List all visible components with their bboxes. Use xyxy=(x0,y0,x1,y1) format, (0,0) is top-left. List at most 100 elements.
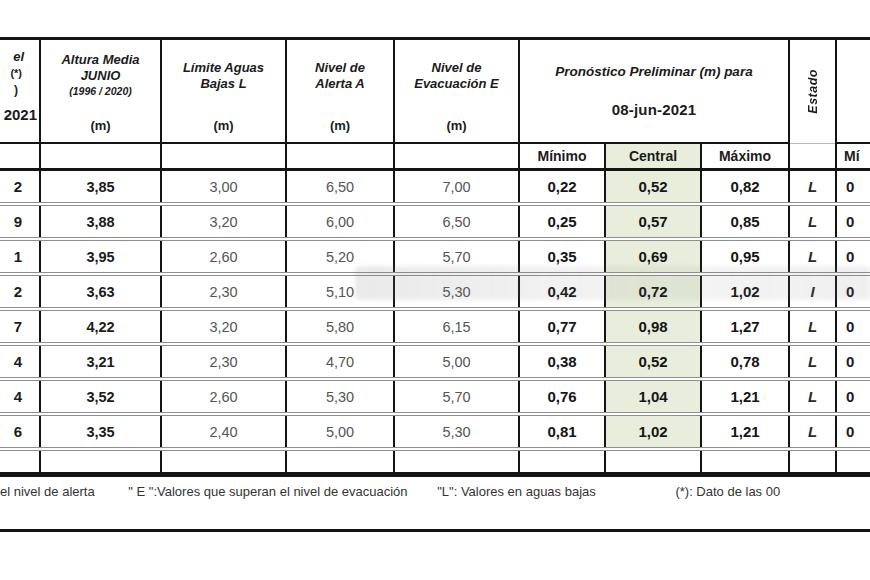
cell-evacuacion: 5,00 xyxy=(394,344,519,379)
cell-minimo: 0,25 xyxy=(519,204,605,239)
footnotes: el nivel de alerta " E ":Valores que sup… xyxy=(0,484,870,499)
cell-nivel: 4 xyxy=(0,379,40,414)
unit-label: (m) xyxy=(90,118,110,133)
table-row: 4 3,21 2,30 4,70 5,00 0,38 0,52 0,78 L 0 xyxy=(0,344,870,379)
cell-estado: L xyxy=(789,239,836,274)
cell-minimo: 0,42 xyxy=(519,274,605,309)
cell-minimo: 0,35 xyxy=(519,239,605,274)
footnote-dato: (*): Dato de las 00 xyxy=(675,484,780,499)
cell-limite: 3,20 xyxy=(161,204,286,239)
table-row: 1 3,95 2,60 5,20 5,70 0,35 0,69 0,95 L 0 xyxy=(0,239,870,274)
cell-evacuacion: 6,15 xyxy=(394,309,519,344)
cell-alerta: 6,00 xyxy=(286,204,394,239)
cell-minimo: 0,22 xyxy=(519,170,605,205)
cell-estado: L xyxy=(789,344,836,379)
subheader-minimo: Mínimo xyxy=(519,143,605,170)
table-row: 9 3,88 3,20 6,00 6,50 0,25 0,57 0,85 L 0 xyxy=(0,204,870,239)
cell-right-cut: 0 xyxy=(836,309,870,344)
subheader-central: Central xyxy=(605,143,701,170)
subheader-row: Mínimo Central Máximo Mí xyxy=(0,143,870,170)
cell-estado: I xyxy=(789,274,836,309)
footer-rule-top xyxy=(0,472,870,475)
cell-estado: L xyxy=(789,309,836,344)
cell-maximo: 1,21 xyxy=(701,379,789,414)
cell-estado: L xyxy=(789,414,836,449)
cell-evacuacion: 5,70 xyxy=(394,239,519,274)
header-nivel-cut: el (*) ) 2021 xyxy=(0,39,40,144)
cell-minimo: 0,38 xyxy=(519,344,605,379)
table-row: 2 3,85 3,00 6,50 7,00 0,22 0,52 0,82 L 0 xyxy=(0,170,870,205)
cell-altura-media: 4,22 xyxy=(40,309,161,344)
cell-altura-media: 3,88 xyxy=(40,204,161,239)
header-limite-aguas-bajas: Límite Aguas Bajas L (m) xyxy=(161,39,286,144)
cell-limite: 2,60 xyxy=(161,239,286,274)
cell-altura-media: 3,95 xyxy=(40,239,161,274)
cell-right-cut: 0 xyxy=(836,204,870,239)
subheader-estado-empty xyxy=(789,143,836,170)
cell-central: 0,52 xyxy=(605,170,701,205)
cell-maximo: 1,27 xyxy=(701,309,789,344)
subheader-empty xyxy=(286,143,394,170)
cell-nivel: 4 xyxy=(0,344,40,379)
cell-right-cut: 0 xyxy=(836,170,870,205)
cell-altura-media: 3,35 xyxy=(40,414,161,449)
subheader-right-cut: Mí xyxy=(836,143,870,170)
subheader-empty xyxy=(394,143,519,170)
footnote-aguas-bajas: "L": Valores en aguas bajas xyxy=(437,484,596,499)
unit-label: (m) xyxy=(446,118,466,133)
header-fragment: (*) xyxy=(10,67,39,79)
unit-label: (m) xyxy=(330,118,350,133)
table-row: 7 4,22 3,20 5,80 6,15 0,77 0,98 1,27 L 0 xyxy=(0,309,870,344)
cell-limite: 2,30 xyxy=(161,274,286,309)
forecast-table: el (*) ) 2021 Altura Media JUNIO (1996 /… xyxy=(0,37,870,477)
table-row: 2 3,63 2,30 5,10 5,30 0,42 0,72 1,02 I 0 xyxy=(0,274,870,309)
cell-right-cut: 0 xyxy=(836,274,870,309)
forecast-table-screenshot: el (*) ) 2021 Altura Media JUNIO (1996 /… xyxy=(0,0,870,580)
cell-nivel: 1 xyxy=(0,239,40,274)
unit-label: (m) xyxy=(213,118,233,133)
cell-central: 0,72 xyxy=(605,274,701,309)
cell-alerta: 5,10 xyxy=(286,274,394,309)
cell-limite: 2,40 xyxy=(161,414,286,449)
cell-right-cut: 0 xyxy=(836,239,870,274)
cell-evacuacion: 5,30 xyxy=(394,414,519,449)
header-fragment: 2021 xyxy=(4,106,39,123)
cell-alerta: 5,30 xyxy=(286,379,394,414)
header-pronostico-preliminar: Pronóstico Preliminar (m) para 08-jun-20… xyxy=(519,39,789,144)
cell-limite: 3,20 xyxy=(161,309,286,344)
cell-maximo: 1,02 xyxy=(701,274,789,309)
cell-nivel: 9 xyxy=(0,204,40,239)
header-estado: Estado xyxy=(789,39,836,144)
subheader-maximo: Máximo xyxy=(701,143,789,170)
cell-alerta: 5,20 xyxy=(286,239,394,274)
cell-evacuacion: 5,30 xyxy=(394,274,519,309)
cell-altura-media: 3,21 xyxy=(40,344,161,379)
cell-central: 0,57 xyxy=(605,204,701,239)
header-right-cut xyxy=(836,39,870,144)
table-row: 6 3,35 2,40 5,00 5,30 0,81 1,02 1,21 L 0 xyxy=(0,414,870,449)
header-fragment: el xyxy=(13,49,39,64)
cell-minimo: 0,77 xyxy=(519,309,605,344)
cell-maximo: 0,95 xyxy=(701,239,789,274)
cell-maximo: 0,85 xyxy=(701,204,789,239)
cell-minimo: 0,81 xyxy=(519,414,605,449)
cell-limite: 2,30 xyxy=(161,344,286,379)
header-nivel-alerta: Nivel de Alerta A (m) xyxy=(286,39,394,144)
header-fragment: ) xyxy=(14,83,39,97)
cell-maximo: 1,21 xyxy=(701,414,789,449)
cell-alerta: 6,50 xyxy=(286,170,394,205)
cell-limite: 3,00 xyxy=(161,170,286,205)
subheader-empty xyxy=(40,143,161,170)
cell-evacuacion: 5,70 xyxy=(394,379,519,414)
header-nivel-evacuacion: Nivel de Evacuación E (m) xyxy=(394,39,519,144)
cell-right-cut: 0 xyxy=(836,379,870,414)
cell-altura-media: 3,52 xyxy=(40,379,161,414)
cell-maximo: 0,78 xyxy=(701,344,789,379)
cell-central: 1,04 xyxy=(605,379,701,414)
cell-right-cut: 0 xyxy=(836,344,870,379)
footer-rule-bottom xyxy=(0,529,870,532)
cell-central: 0,52 xyxy=(605,344,701,379)
cell-maximo: 0,82 xyxy=(701,170,789,205)
cell-altura-media: 3,85 xyxy=(40,170,161,205)
cell-limite: 2,60 xyxy=(161,379,286,414)
